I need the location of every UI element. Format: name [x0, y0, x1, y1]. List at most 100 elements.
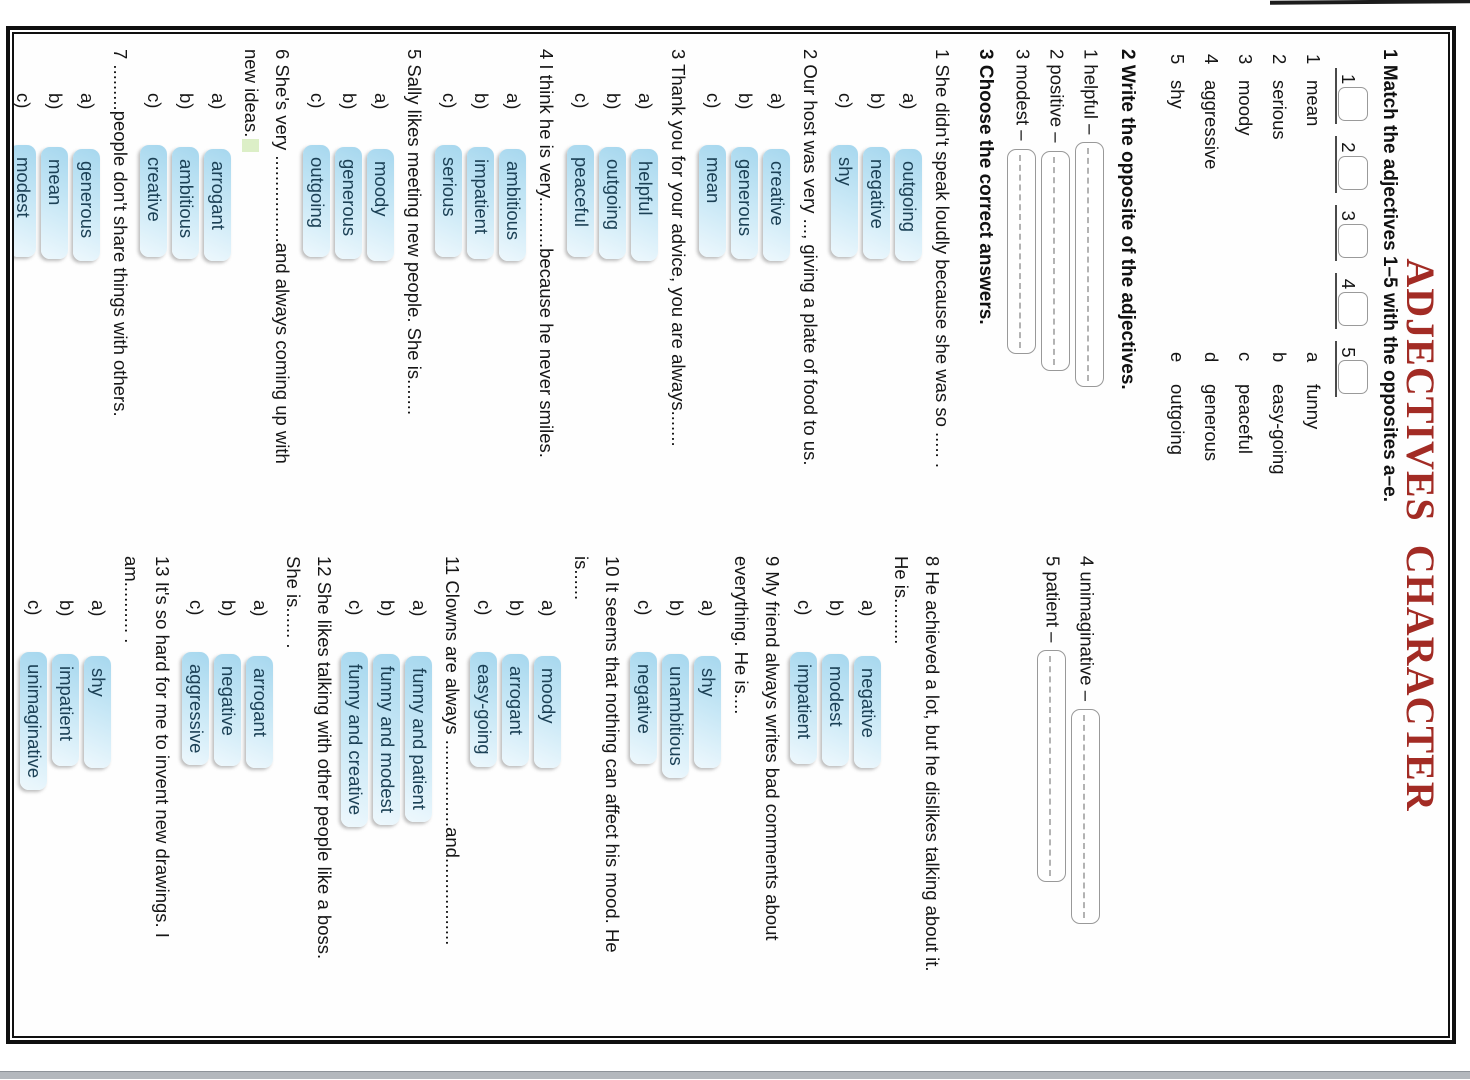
- option-c[interactable]: c) easy-going: [468, 556, 500, 1036]
- option-pill[interactable]: generous: [73, 149, 101, 261]
- option-pill[interactable]: generous: [731, 147, 759, 259]
- answer-box[interactable]: [1338, 155, 1368, 190]
- option-c[interactable]: c) funny and creative: [339, 556, 371, 1036]
- option-pill[interactable]: arrogant: [246, 656, 274, 768]
- opposite-item: 3 modest –: [1004, 49, 1036, 354]
- answer-box[interactable]: [1041, 150, 1070, 371]
- question-text: 11 Clowns are always .................an…: [442, 556, 463, 946]
- answer-box[interactable]: [1071, 709, 1100, 925]
- option-letter: a): [409, 600, 430, 617]
- option-b[interactable]: b) mean: [39, 49, 71, 531]
- answer-slot: 5: [1335, 341, 1368, 398]
- option-b[interactable]: b) modest: [820, 556, 852, 1036]
- option-pill[interactable]: shy: [84, 656, 112, 768]
- option-b[interactable]: b) outgoing: [597, 49, 629, 531]
- option-c[interactable]: c) unimaginative: [18, 556, 50, 1036]
- option-pill[interactable]: outgoing: [303, 145, 331, 257]
- option-pill[interactable]: impatient: [52, 654, 80, 766]
- option-pill[interactable]: funny and patient: [405, 656, 433, 822]
- option-pill[interactable]: moody: [534, 656, 562, 768]
- option-pill[interactable]: ambitious: [172, 147, 200, 259]
- option-pill[interactable]: helpful: [631, 149, 659, 261]
- answer-box[interactable]: [1338, 292, 1368, 327]
- option-pill[interactable]: negative: [854, 656, 882, 768]
- option-pill[interactable]: ambitious: [499, 149, 527, 261]
- option-c[interactable]: c) negative: [628, 556, 660, 1036]
- option-a[interactable]: a) arrogant: [202, 49, 234, 531]
- option-a[interactable]: a) negative: [852, 556, 884, 1036]
- option-pill[interactable]: modest: [822, 654, 850, 766]
- option-pill[interactable]: arrogant: [502, 654, 530, 766]
- option-pill[interactable]: unimaginative: [20, 652, 48, 791]
- option-b[interactable]: b) negative: [212, 556, 244, 1036]
- option-pill[interactable]: mean: [699, 145, 727, 257]
- option-pill[interactable]: negative: [214, 654, 242, 766]
- option-c[interactable]: c) modest: [14, 49, 39, 531]
- option-letter: a): [77, 93, 98, 110]
- option-c[interactable]: c) impatient: [788, 556, 820, 1036]
- matching-row: 3 moody c peaceful: [1222, 54, 1256, 475]
- option-pill[interactable]: easy-going: [470, 652, 498, 767]
- answer-box[interactable]: [1007, 148, 1036, 354]
- option-a[interactable]: a) shy: [82, 556, 114, 1036]
- option-pill[interactable]: shy: [831, 145, 859, 257]
- option-pill[interactable]: unambitious: [662, 654, 690, 778]
- option-pill[interactable]: serious: [435, 145, 463, 257]
- option-b[interactable]: b) funny and modest: [371, 556, 403, 1036]
- option-b[interactable]: b) arrogant: [500, 556, 532, 1036]
- option-pill[interactable]: creative: [763, 149, 791, 261]
- option-b[interactable]: b) generous: [729, 49, 761, 531]
- option-pill[interactable]: negative: [630, 652, 658, 764]
- option-pill[interactable]: negative: [863, 147, 891, 259]
- option-letter: b): [471, 93, 492, 110]
- option-a[interactable]: a) moody: [365, 49, 397, 531]
- option-a[interactable]: a) outgoing: [893, 49, 925, 531]
- answer-box[interactable]: [1338, 87, 1368, 122]
- option-pill[interactable]: creative: [140, 145, 168, 257]
- option-c[interactable]: c) creative: [138, 49, 170, 531]
- answer-box[interactable]: [1338, 360, 1368, 395]
- option-pill[interactable]: aggressive: [182, 652, 210, 766]
- option-c[interactable]: c) mean: [697, 49, 729, 531]
- option-pill[interactable]: funny and modest: [373, 654, 401, 826]
- slot-number: 1: [1338, 74, 1359, 85]
- option-c[interactable]: c) shy: [829, 49, 861, 531]
- option-pill[interactable]: modest: [14, 145, 37, 257]
- option-b[interactable]: b) impatient: [465, 49, 497, 531]
- option-pill[interactable]: mean: [41, 147, 69, 259]
- option-a[interactable]: a) helpful: [629, 49, 661, 531]
- options: a) helpful b) outgoing c) peaceful: [565, 49, 661, 531]
- answer-box[interactable]: [1338, 223, 1368, 258]
- option-a[interactable]: a) shy: [692, 556, 724, 1036]
- option-pill[interactable]: generous: [335, 147, 363, 259]
- option-a[interactable]: a) arrogant: [244, 556, 276, 1036]
- option-letter: c): [186, 600, 207, 616]
- option-c[interactable]: c) aggressive: [180, 556, 212, 1036]
- option-b[interactable]: b) ambitious: [170, 49, 202, 531]
- option-b[interactable]: b) negative: [861, 49, 893, 531]
- option-pill[interactable]: peaceful: [567, 145, 595, 257]
- option-pill[interactable]: arrogant: [204, 149, 232, 261]
- answer-box[interactable]: [1075, 142, 1104, 388]
- option-pill[interactable]: shy: [694, 656, 722, 768]
- option-pill[interactable]: funny and creative: [341, 652, 369, 828]
- option-b[interactable]: b) impatient: [50, 556, 82, 1036]
- option-a[interactable]: a) generous: [71, 49, 103, 531]
- option-pill[interactable]: moody: [367, 149, 395, 261]
- option-letter: b): [56, 600, 77, 617]
- option-b[interactable]: b) unambitious: [660, 556, 692, 1036]
- option-pill[interactable]: outgoing: [599, 147, 627, 259]
- option-a[interactable]: a) moody: [532, 556, 564, 1036]
- option-c[interactable]: c) peaceful: [565, 49, 597, 531]
- answer-box[interactable]: [1037, 650, 1066, 883]
- question-text: 6 She's very .................and always…: [272, 49, 293, 464]
- option-b[interactable]: b) generous: [333, 49, 365, 531]
- option-c[interactable]: c) serious: [433, 49, 465, 531]
- option-a[interactable]: a) creative: [761, 49, 793, 531]
- option-c[interactable]: c) outgoing: [301, 49, 333, 531]
- option-pill[interactable]: impatient: [790, 652, 818, 764]
- option-pill[interactable]: outgoing: [895, 149, 923, 261]
- option-pill[interactable]: impatient: [467, 147, 495, 259]
- option-a[interactable]: a) funny and patient: [403, 556, 435, 1036]
- option-a[interactable]: a) ambitious: [497, 49, 529, 531]
